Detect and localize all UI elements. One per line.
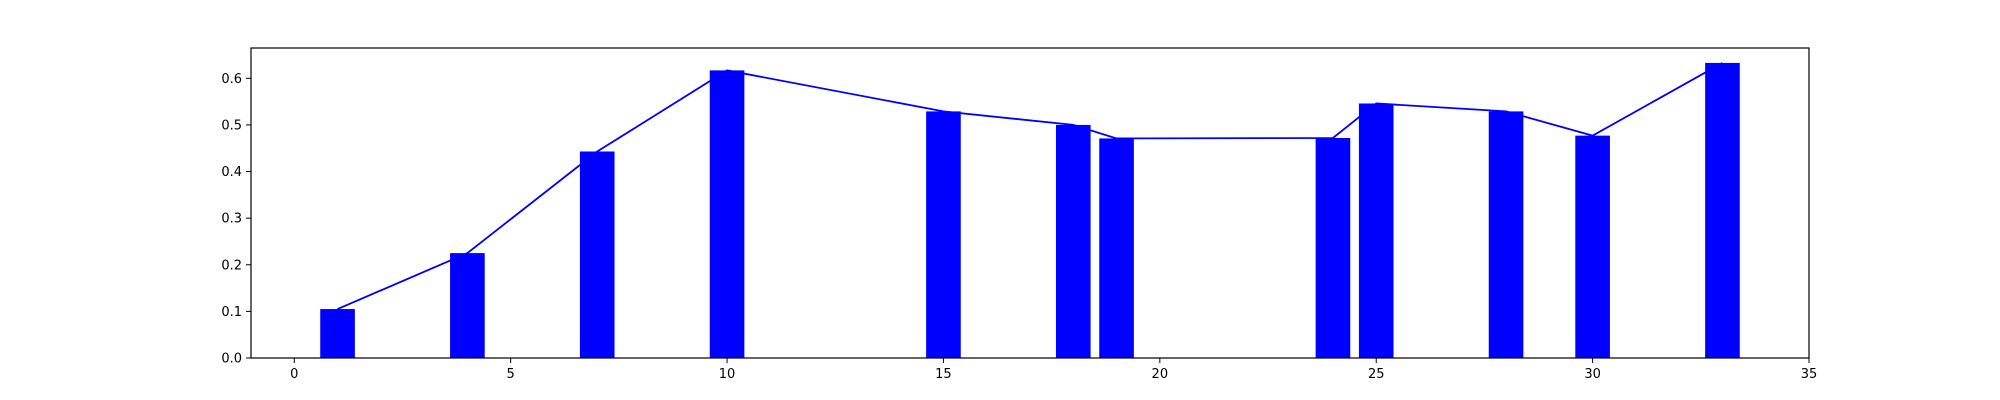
x-tick-label: 5 xyxy=(507,367,515,382)
bar-30 xyxy=(1575,135,1610,358)
x-tick-label: 0 xyxy=(290,367,298,382)
y-tick-label: 0.4 xyxy=(221,165,242,180)
y-tick-label: 0.1 xyxy=(221,305,242,320)
bar-25 xyxy=(1358,103,1394,358)
y-tick-label: 0.5 xyxy=(221,118,242,133)
y-axis: 0.0 0.1 0.2 0.3 0.4 0.5 0.6 xyxy=(221,72,251,367)
x-tick-label: 10 xyxy=(719,367,736,382)
series-line xyxy=(337,62,1723,310)
y-tick-label: 0.2 xyxy=(221,258,242,273)
bar-15 xyxy=(926,111,961,358)
bar-18 xyxy=(1055,124,1091,358)
x-tick-label: 30 xyxy=(1584,367,1601,382)
bar-10 xyxy=(709,70,745,358)
bar-33 xyxy=(1705,62,1740,358)
x-tick-label: 15 xyxy=(935,367,952,382)
x-tick-label: 25 xyxy=(1368,367,1385,382)
line-series xyxy=(337,62,1723,310)
bar-1 xyxy=(320,309,355,358)
bar-4 xyxy=(450,253,485,358)
plot-frame xyxy=(250,47,1810,359)
y-tick-label: 0.3 xyxy=(221,212,242,227)
bar-24 xyxy=(1315,137,1351,358)
y-tick-label: 0.6 xyxy=(221,72,242,87)
bar-19 xyxy=(1099,138,1134,358)
bar-series xyxy=(320,62,1740,358)
x-tick-label: 20 xyxy=(1152,367,1169,382)
bar-7 xyxy=(579,151,615,358)
y-tick-label: 0.0 xyxy=(221,352,242,367)
x-tick-label: 35 xyxy=(1801,367,1818,382)
x-axis: 0 5 10 15 20 25 30 35 xyxy=(290,358,1817,382)
bar-28 xyxy=(1488,111,1524,358)
